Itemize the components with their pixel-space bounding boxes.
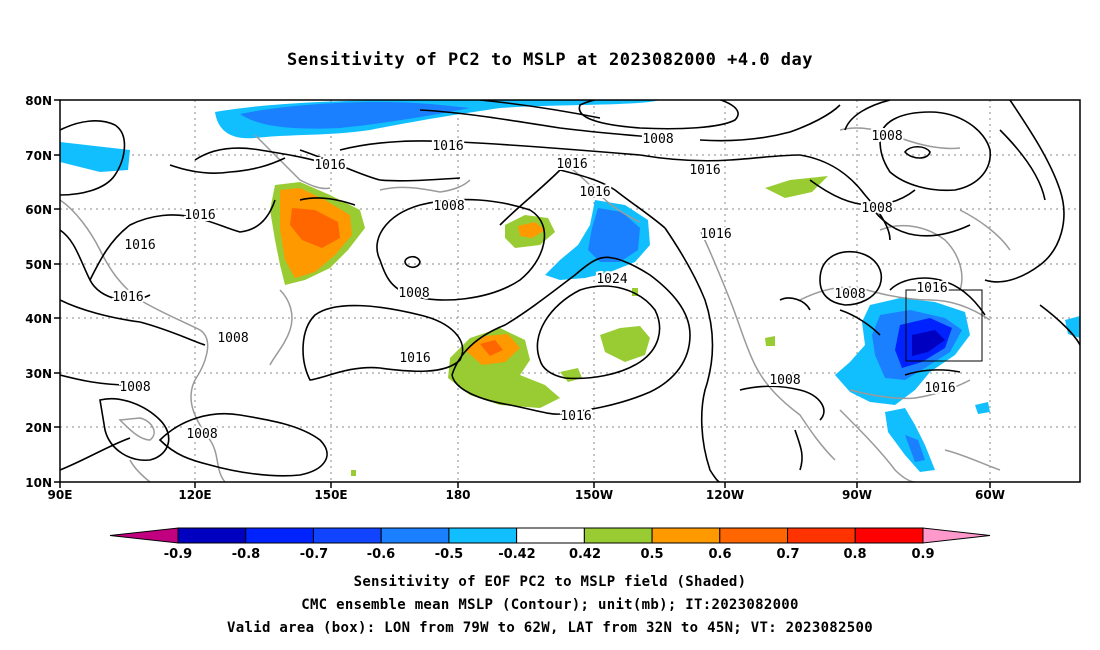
colorbar-label: 0.7 xyxy=(776,547,799,562)
lat-label: 50N xyxy=(25,258,52,272)
gulf-negative-core xyxy=(905,435,925,462)
colorbar-label: 0.5 xyxy=(640,547,663,562)
contour-label: 1008 xyxy=(861,201,892,216)
lat-label: 70N xyxy=(25,149,52,163)
longitude-labels: 90E 120E 150E 180 150W 120W 90W 60W xyxy=(48,488,1005,502)
lon-label: 120E xyxy=(178,488,211,502)
west-coast-positive-patch xyxy=(765,336,775,346)
colorbar-label: 0.8 xyxy=(843,547,866,562)
colorbar-labels: -0.9 -0.8 -0.7 -0.6 -0.5 -0.42 0.42 0.5 … xyxy=(164,547,935,562)
small-pos-dot-1 xyxy=(351,470,356,476)
contour-label: 1008 xyxy=(217,331,248,346)
contour-label: 1008 xyxy=(433,199,464,214)
contour-label: 1016 xyxy=(112,290,143,305)
colorbar-arrow-low xyxy=(109,527,179,544)
colorbar-swatch xyxy=(380,527,450,544)
caribbean-dot xyxy=(975,402,990,414)
colorbar-label: 0.42 xyxy=(569,547,601,562)
contour-label: 1016 xyxy=(560,409,591,424)
lon-label: 90W xyxy=(842,488,872,502)
shaded-sensitivity xyxy=(60,100,1080,476)
contour-label: 1016 xyxy=(579,185,610,200)
colorbar-swatch xyxy=(245,527,314,544)
caption-contour: CMC ensemble mean MSLP (Contour); unit(m… xyxy=(301,597,799,613)
colorbar-label: -0.9 xyxy=(164,547,192,562)
colorbar-arrow-high xyxy=(922,527,991,544)
map-title: Sensitivity of PC2 to MSLP at 2023082000… xyxy=(286,50,813,70)
colorbar-swatch xyxy=(177,527,247,544)
contour-label: 1016 xyxy=(689,163,720,178)
colorbar-label: -0.7 xyxy=(300,547,328,562)
eastern-us-negative-peak xyxy=(912,330,945,356)
lon-label: 90E xyxy=(48,488,73,502)
colorbar xyxy=(109,527,991,544)
colorbar-swatch xyxy=(651,527,721,544)
subtropical-positive-peak xyxy=(480,340,503,356)
coastlines xyxy=(60,127,1011,482)
lon-label: 120W xyxy=(706,488,744,502)
colorbar-swatch xyxy=(583,527,653,544)
atlantic-edge-region xyxy=(1065,316,1080,338)
colorbar-swatch xyxy=(312,527,382,544)
valid-area-box xyxy=(905,289,983,362)
contour-label: 1016 xyxy=(124,238,155,253)
lat-label: 30N xyxy=(25,367,52,381)
contour-label: 1016 xyxy=(314,158,345,173)
colorbar-swatch xyxy=(448,527,518,544)
contour-label: 1016 xyxy=(700,227,731,242)
latitude-labels: 80N 70N 60N 50N 40N 30N 20N 10N xyxy=(25,94,52,490)
arctic-negative-core xyxy=(240,102,470,129)
axis-ticks xyxy=(54,99,991,488)
lat-label: 10N xyxy=(25,476,52,490)
contour-label: 1016 xyxy=(399,351,430,366)
lat-label: 60N xyxy=(25,203,52,217)
colorbar-label: -0.42 xyxy=(498,547,535,562)
midpacific-positive-core xyxy=(518,222,545,238)
contour-labels: 1016 1016 1016 1016 1008 1008 1008 1016 … xyxy=(110,127,957,444)
colorbar-label: 0.6 xyxy=(708,547,731,562)
colorbar-swatch xyxy=(787,527,856,544)
contour-label: 1008 xyxy=(398,286,429,301)
caption-valid-area: Valid area (box): LON from 79W to 62W, L… xyxy=(227,620,873,636)
contour-label: 1008 xyxy=(119,380,150,395)
lon-label: 150W xyxy=(575,488,613,502)
contour-label: 1008 xyxy=(834,287,865,302)
colorbar-swatch xyxy=(854,527,924,544)
contour-label: 1016 xyxy=(556,157,587,172)
lat-label: 80N xyxy=(25,94,52,108)
contour-label: 1008 xyxy=(642,132,673,147)
lat-label: 20N xyxy=(25,421,52,435)
contour-label: 1016 xyxy=(432,139,463,154)
colorbar-swatch xyxy=(719,527,789,544)
left-edge-region xyxy=(60,142,130,172)
alaska-negative-core xyxy=(588,208,640,262)
contour-label: 1024 xyxy=(596,272,627,287)
contour-label: 1016 xyxy=(916,281,947,296)
lat-label: 40N xyxy=(25,312,52,326)
lon-label: 150E xyxy=(314,488,347,502)
colorbar-swatch xyxy=(516,527,585,544)
colorbar-label: -0.5 xyxy=(435,547,463,562)
colorbar-label: -0.8 xyxy=(232,547,260,562)
colorbar-label: 0.9 xyxy=(911,547,934,562)
contour-label: 1008 xyxy=(186,427,217,442)
contour-label: 1008 xyxy=(769,373,800,388)
lon-label: 60W xyxy=(975,488,1005,502)
okhotsk-positive-peak xyxy=(290,208,340,248)
contour-label: 1016 xyxy=(924,381,955,396)
plot-border xyxy=(59,99,1081,483)
contour-label: 1016 xyxy=(184,208,215,223)
ne-pacific-positive-region xyxy=(600,326,650,362)
colorbar-label: -0.6 xyxy=(367,547,395,562)
mslp-contours xyxy=(60,100,1080,482)
contour-label: 1008 xyxy=(871,129,902,144)
lon-label: 180 xyxy=(445,488,470,502)
caption-shaded: Sensitivity of EOF PC2 to MSLP field (Sh… xyxy=(353,574,747,590)
